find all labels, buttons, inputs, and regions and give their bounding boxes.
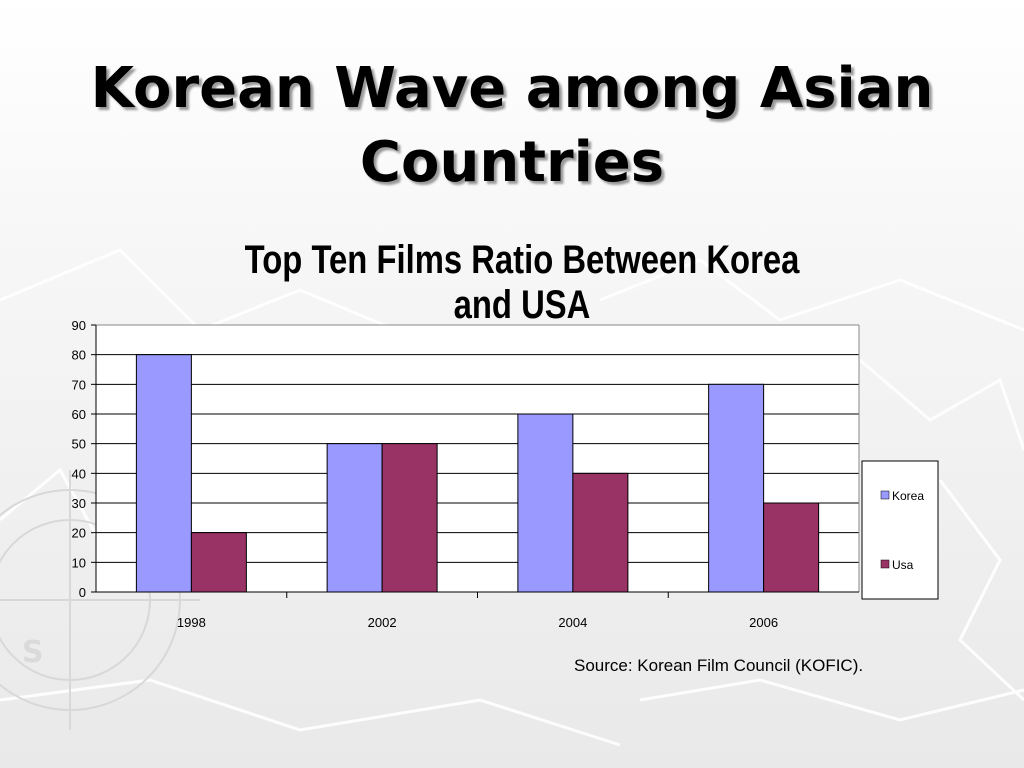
legend: Korea Usa <box>861 460 939 600</box>
legend-swatch-korea <box>880 490 890 500</box>
legend-label-korea: Korea <box>892 489 924 503</box>
legend-box <box>861 460 939 600</box>
y-tick-label: 10 <box>72 555 86 570</box>
x-tick-label: 2004 <box>558 615 587 630</box>
y-tick-label: 90 <box>72 318 86 333</box>
bar-usa-2004 <box>572 472 629 593</box>
slide-title: Korean Wave among Asian Countries <box>90 56 934 195</box>
x-tick-label: 2006 <box>749 615 778 630</box>
chart-title: Top Ten Films Ratio Between Korea and US… <box>244 238 800 327</box>
legend-swatch-usa <box>880 559 890 569</box>
y-tick-label: 0 <box>79 585 86 600</box>
bar-usa-1998 <box>190 532 247 593</box>
y-tick-label: 30 <box>72 496 86 511</box>
y-tick-label: 20 <box>72 526 86 541</box>
bar-korea-2006 <box>708 383 765 593</box>
x-tick-label: 1998 <box>177 615 206 630</box>
y-tick-label: 50 <box>72 437 86 452</box>
y-tick-label: 80 <box>72 348 86 363</box>
bar-usa-2002 <box>381 443 438 593</box>
y-tick-label: 40 <box>72 466 86 481</box>
bar-korea-2002 <box>326 443 383 593</box>
legend-label-usa: Usa <box>892 558 914 572</box>
y-tick-label: 60 <box>72 407 86 422</box>
source-note: Source: Korean Film Council (KOFIC). <box>574 656 864 675</box>
x-tick-label: 2002 <box>368 615 397 630</box>
bar-korea-1998 <box>135 354 192 593</box>
bar-usa-2006 <box>763 502 820 593</box>
y-tick-label: 70 <box>72 377 86 392</box>
bar-korea-2004 <box>517 413 574 593</box>
